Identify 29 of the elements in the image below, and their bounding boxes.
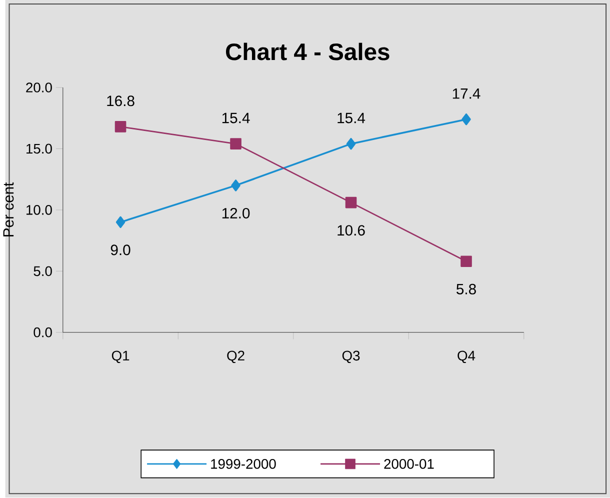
data-label: 17.4: [452, 88, 480, 99]
chart-title: Chart 4 - Sales: [226, 42, 390, 60]
y-tick-label: 20.0: [26, 82, 52, 93]
data-label: 9.0: [110, 244, 130, 256]
x-tick-label: Q3: [342, 350, 360, 364]
y-tick-label: 5.0: [34, 266, 52, 276]
point: [116, 216, 126, 228]
data-label: 15.4: [222, 113, 250, 124]
point: [230, 138, 242, 150]
point: [346, 138, 356, 150]
y-tick-label: 15.0: [26, 144, 52, 154]
data-label: 16.8: [107, 96, 134, 106]
x-tick-label: Q2: [227, 350, 244, 364]
y-axis-title: Per cent: [3, 182, 14, 237]
data-label: 10.6: [338, 225, 365, 236]
data-label: 5.8: [456, 284, 476, 295]
legend-label: 2000-01: [384, 459, 434, 470]
point: [231, 180, 240, 192]
x-tick-label: Q4: [458, 350, 476, 364]
data-label: 15.4: [338, 113, 366, 124]
y-tick-label: 0.0: [34, 328, 52, 338]
data-label: 12.0: [222, 208, 250, 219]
point: [460, 256, 472, 268]
point: [462, 114, 471, 126]
y-tick-label: 10.0: [26, 205, 52, 216]
point: [345, 197, 357, 208]
point: [114, 121, 126, 133]
x-tick-label: Q1: [112, 350, 130, 364]
legend-label: 1999-2000: [211, 459, 276, 470]
